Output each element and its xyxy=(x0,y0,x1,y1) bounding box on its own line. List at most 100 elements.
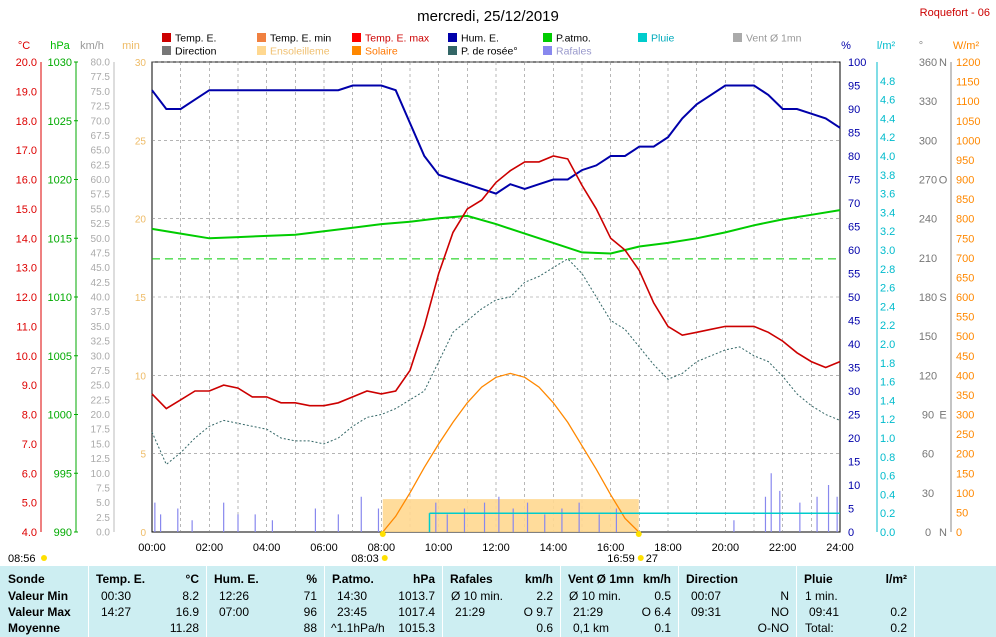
stats-hum-title: Hum. E. xyxy=(214,572,259,586)
legend-swatch-5 xyxy=(638,33,647,42)
temp-tick-label: 7.0 xyxy=(22,439,37,451)
direction-cardinal-label: O xyxy=(939,175,948,187)
stats-rain-total-value: 0.2 xyxy=(890,621,907,635)
rain-tick-label: 3.8 xyxy=(880,170,895,182)
time-tick-label: 04:00 xyxy=(253,542,281,554)
solar-tick-label: 850 xyxy=(956,194,974,206)
wind-tick-label: 15.0 xyxy=(91,439,111,450)
humidity-tick-label: 0 xyxy=(848,527,854,539)
stats-hum-max-time: 07:00 xyxy=(219,605,250,619)
stats-hum-min-value: 71 xyxy=(303,589,317,603)
legend-swatch-4 xyxy=(543,33,552,42)
rain-tick-label: 4.6 xyxy=(880,95,895,107)
series-solar-line xyxy=(382,372,640,533)
stats-hum-max-value: 96 xyxy=(303,605,317,619)
solar-tick-label: 800 xyxy=(956,214,974,226)
time-tick-label: 06:00 xyxy=(310,542,338,554)
wind-tick-label: 22.5 xyxy=(91,395,111,406)
direction-tick-label: 360 xyxy=(919,57,937,69)
rain-tick-label: 1.4 xyxy=(880,395,895,407)
solar-tick-label: 400 xyxy=(956,370,974,382)
solar-tick-label: 50 xyxy=(956,507,968,519)
temp-tick-label: 6.0 xyxy=(22,468,37,480)
time-tick-label: 20:00 xyxy=(712,542,740,554)
axis-unit-1: hPa xyxy=(50,40,70,52)
sunrise-icon xyxy=(381,555,388,561)
solar-tick-label: 950 xyxy=(956,155,974,167)
direction-tick-label: 300 xyxy=(919,135,937,147)
stats-wind-10min-value: 0.5 xyxy=(654,589,671,603)
stats-row-min-label: Valeur Min xyxy=(8,589,69,603)
stats-hum-min-time: 12:26 xyxy=(219,589,250,603)
humidity-tick-label: 55 xyxy=(848,269,860,281)
stats-press-min-value: 1013.7 xyxy=(398,589,435,603)
wind-tick-label: 75.0 xyxy=(91,87,111,98)
stats-wind-avg: 0.1 xyxy=(654,621,671,635)
axis-unit-4: % xyxy=(841,40,851,52)
temp-tick-label: 10.0 xyxy=(16,351,37,363)
direction-cardinal-label: N xyxy=(939,527,947,539)
stats-row-avg-label: Moyenne xyxy=(8,621,61,635)
solar-tick-label: 0 xyxy=(956,527,962,539)
legend-label-1: Temp. E. min xyxy=(270,33,331,45)
wind-tick-label: 72.5 xyxy=(91,102,111,113)
direction-cardinal-label: S xyxy=(939,292,946,304)
stats-col-temp: Temp. E. °C 00:30 8.2 14:27 16.9 11.28 xyxy=(88,566,207,637)
solar-tick-label: 1000 xyxy=(956,135,980,147)
stats-col-gust: Rafales km/h Ø 10 min. 2.2 21:29 O 9.7 0… xyxy=(442,566,561,637)
stats-rain-max-time: 09:41 xyxy=(809,605,840,619)
stats-temp-avg: 11.28 xyxy=(169,621,199,635)
stats-temp-min-value: 8.2 xyxy=(182,589,199,603)
solar-tick-label: 450 xyxy=(956,351,974,363)
pressure-tick-label: 1000 xyxy=(48,410,72,422)
rain-tick-label: 4.4 xyxy=(880,113,895,125)
rain-tick-label: 3.0 xyxy=(880,245,895,257)
humidity-tick-label: 20 xyxy=(848,433,860,445)
solar-tick-label: 1150 xyxy=(956,77,980,89)
direction-tick-label: 30 xyxy=(922,488,934,500)
time-tick-label: 16:00 xyxy=(597,542,625,554)
stats-col-rain: Pluie l/m² 1 min. 09:41 0.2 Total: 0.2 xyxy=(796,566,915,637)
pressure-tick-label: 995 xyxy=(54,468,72,480)
minutes-tick-label: 5 xyxy=(140,450,146,461)
stats-wind-distance: 0,1 km xyxy=(573,621,610,635)
stats-rain-unit: l/m² xyxy=(885,572,907,586)
temp-tick-label: 13.0 xyxy=(16,263,37,275)
wind-tick-label: 10.0 xyxy=(91,469,111,480)
humidity-tick-label: 5 xyxy=(848,504,854,516)
stats-rain-total-label: Total: xyxy=(805,621,834,635)
rain-tick-label: 3.2 xyxy=(880,226,895,238)
stats-gust-10min-label: Ø 10 min. xyxy=(451,589,504,603)
humidity-tick-label: 70 xyxy=(848,198,860,210)
humidity-tick-label: 65 xyxy=(848,222,860,234)
wind-tick-label: 70.0 xyxy=(91,116,111,127)
stats-press-min-time: 14:30 xyxy=(337,589,368,603)
stats-temp-title: Temp. E. xyxy=(96,572,146,586)
direction-tick-label: 240 xyxy=(919,214,937,226)
legend-swatch-1 xyxy=(257,33,266,42)
legend-swatch-2 xyxy=(352,33,361,42)
stats-wind-title: Vent Ø 1mn xyxy=(568,572,635,586)
statistics-panel: Sonde Valeur Min Valeur Max Moyenne Temp… xyxy=(0,566,996,637)
sunshine-band xyxy=(382,499,639,532)
stats-hum-unit: % xyxy=(306,572,317,586)
rain-tick-label: 2.2 xyxy=(880,320,895,332)
stats-hum-avg: 88 xyxy=(303,621,317,635)
stats-gust-unit: km/h xyxy=(524,572,553,586)
stats-gust-title: Rafales xyxy=(450,572,493,586)
axis-unit-2: km/h xyxy=(80,40,104,52)
stats-temp-max-time: 14:27 xyxy=(101,605,132,619)
minutes-tick-label: 0 xyxy=(140,528,146,539)
legend-label-0: Temp. E. xyxy=(175,33,216,45)
wind-tick-label: 65.0 xyxy=(91,146,111,157)
axis-unit-6: ° xyxy=(919,40,923,52)
wind-tick-label: 12.5 xyxy=(91,454,111,465)
direction-tick-label: 90 xyxy=(922,410,934,422)
stats-col-dir: Direction 00:07 N 09:31 NO O-NO xyxy=(678,566,797,637)
solar-tick-label: 200 xyxy=(956,449,974,461)
rain-tick-label: 2.8 xyxy=(880,264,895,276)
wind-tick-label: 27.5 xyxy=(91,366,111,377)
minutes-tick-label: 15 xyxy=(135,293,147,304)
stats-press-max-time: 23:45 xyxy=(337,605,368,619)
minutes-tick-label: 10 xyxy=(135,371,147,382)
